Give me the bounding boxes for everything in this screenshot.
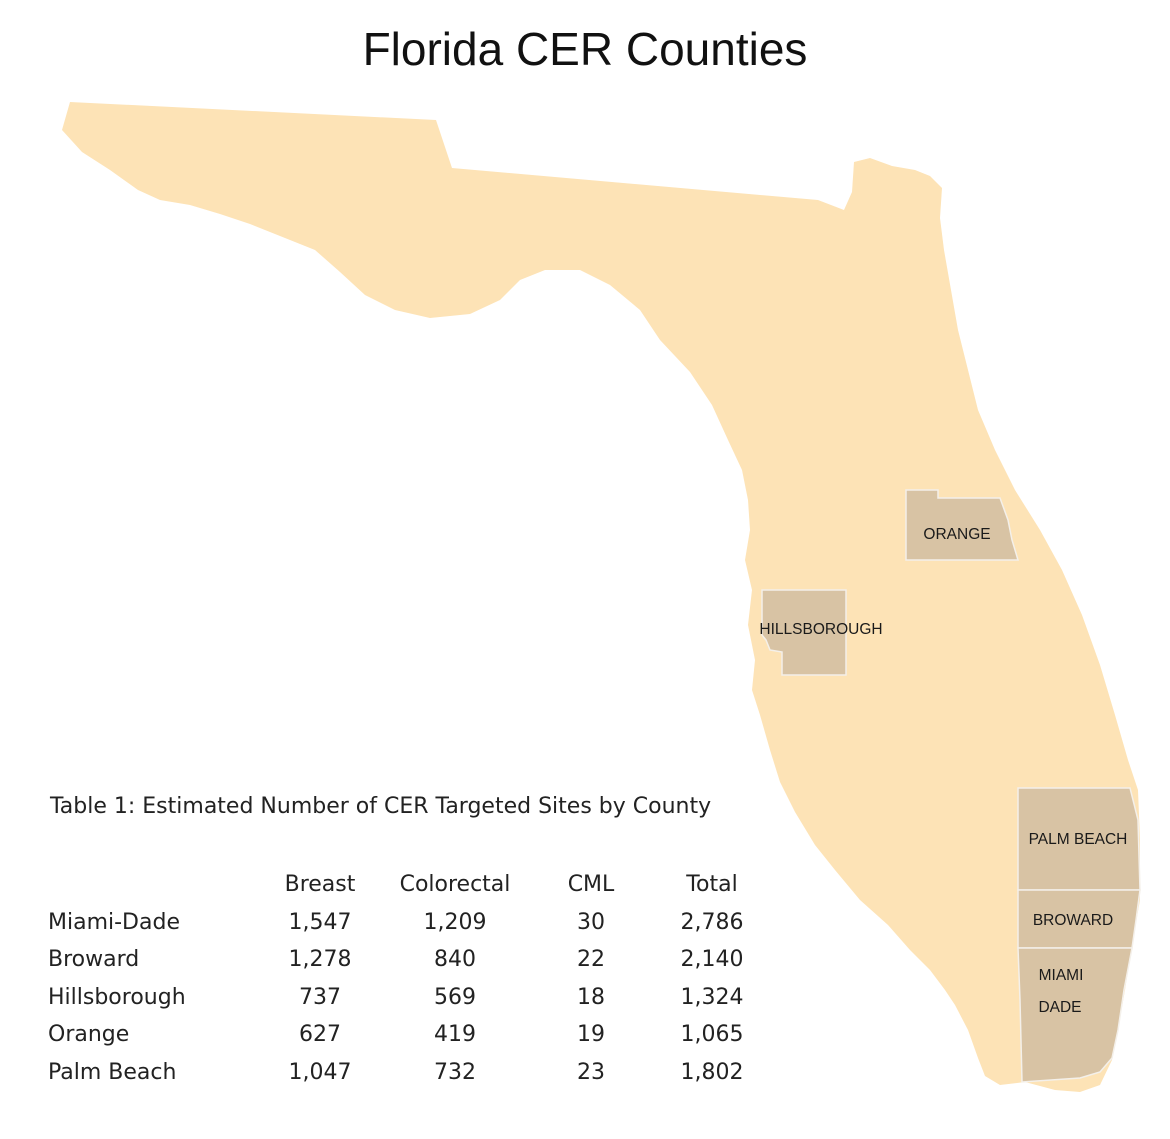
county-shape-palm-beach[interactable]: [1017, 787, 1141, 891]
header-county: [48, 866, 273, 904]
table-row: Miami-Dade 1,547 1,209 30 2,786: [48, 904, 785, 942]
cell-colorectal: 569: [434, 984, 476, 1010]
header-cml: CML: [567, 872, 615, 898]
table-row: Hillsborough 737 569 18 1,324: [48, 979, 785, 1017]
florida-state-shape: [62, 102, 1140, 1092]
cell-total: 1,065: [680, 1022, 744, 1048]
cell-county: Palm Beach: [48, 1059, 177, 1085]
cell-breast: 1,047: [288, 1059, 352, 1085]
cell-total: 1,324: [680, 984, 744, 1010]
cell-colorectal: 419: [434, 1022, 476, 1048]
county-shape-orange[interactable]: [905, 489, 1020, 561]
cell-breast: 627: [299, 1022, 341, 1048]
county-shape-broward[interactable]: [1017, 889, 1141, 949]
county-label-orange: ORANGE: [923, 526, 990, 543]
cell-cml: 23: [577, 1059, 605, 1085]
cell-breast: 1,547: [288, 909, 352, 935]
table-row: Broward 1,278 840 22 2,140: [48, 941, 785, 979]
county-label-miami: MIAMI: [1039, 967, 1084, 984]
cell-total: 1,802: [680, 1059, 744, 1085]
cell-cml: 22: [577, 947, 605, 973]
county-label-broward: BROWARD: [1033, 912, 1113, 929]
county-label-hillsborough: HILLSBOROUGH: [759, 621, 882, 638]
cell-cml: 30: [577, 909, 605, 935]
cell-total: 2,786: [680, 909, 744, 935]
cell-cml: 18: [577, 984, 605, 1010]
table-row: Orange 627 419 19 1,065: [48, 1016, 785, 1054]
county-shape-miami-dade[interactable]: [1017, 947, 1133, 1083]
county-label-dade: DADE: [1038, 999, 1081, 1016]
map-title: Florida CER Counties: [362, 23, 808, 75]
cell-county: Hillsborough: [48, 984, 186, 1010]
cell-county: Broward: [48, 947, 140, 973]
header-colorectal: Colorectal: [399, 872, 511, 898]
cell-colorectal: 840: [434, 947, 476, 973]
cell-county: Miami-Dade: [48, 909, 180, 935]
cell-total: 2,140: [680, 947, 744, 973]
cell-breast: 737: [299, 984, 341, 1010]
cell-breast: 1,278: [288, 947, 352, 973]
header-breast: Breast: [284, 872, 356, 898]
cell-cml: 19: [577, 1022, 605, 1048]
cell-colorectal: 1,209: [423, 909, 487, 935]
cell-colorectal: 732: [434, 1059, 476, 1085]
table-row: Palm Beach 1,047 732 23 1,802: [48, 1054, 785, 1092]
cell-county: Orange: [48, 1022, 130, 1048]
table-header-row: Breast Colorectal CML Total: [48, 866, 785, 904]
table-caption: Table 1: Estimated Number of CER Targete…: [50, 794, 712, 819]
county-shape-hillsborough[interactable]: [761, 589, 847, 676]
header-total: Total: [686, 872, 738, 898]
county-label-palm-beach: PALM BEACH: [1029, 831, 1128, 848]
sites-table: Breast Colorectal CML Total Miami-Dade 1…: [48, 866, 785, 1091]
